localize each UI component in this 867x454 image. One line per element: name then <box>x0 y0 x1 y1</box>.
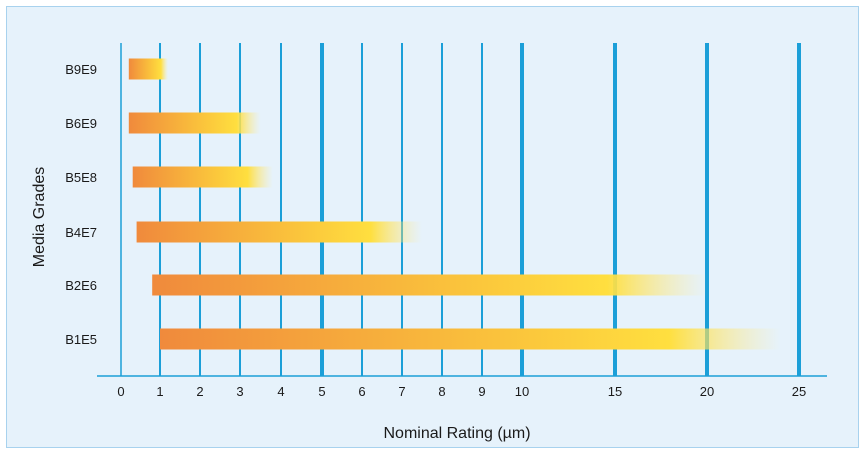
y-axis-title: Media Grades <box>31 167 48 268</box>
y-category-label-b1e5: B1E5 <box>65 332 97 347</box>
y-category-label-b5e8: B5E8 <box>65 170 97 185</box>
bar-b9e9 <box>128 58 168 80</box>
x-tick-label-9: 9 <box>478 384 485 399</box>
x-tick-label-15: 15 <box>608 384 622 399</box>
chart-frame: 0 1 2 3 4 5 6 7 8 9 10 15 20 25 B9E9 B6E9 B5E8 B4E7 B2E6 B… <box>6 6 859 448</box>
x-tick-label-1: 1 <box>156 384 163 399</box>
bar-b4e7 <box>136 221 422 243</box>
x-tick-label-5: 5 <box>318 384 325 399</box>
y-category-label-b6e9: B6E9 <box>65 116 97 131</box>
bar-b1e5 <box>160 328 781 350</box>
bar-b2e6 <box>152 274 707 296</box>
bar-b6e9 <box>128 112 261 134</box>
x-tick-label-10: 10 <box>515 384 529 399</box>
y-category-label-b4e7: B4E7 <box>65 225 97 240</box>
x-tick-label-7: 7 <box>398 384 405 399</box>
x-tick-label-0: 0 <box>117 384 124 399</box>
x-tick-label-8: 8 <box>438 384 445 399</box>
x-tick-label-6: 6 <box>358 384 365 399</box>
y-category-label-b2e6: B2E6 <box>65 278 97 293</box>
x-tick-label-4: 4 <box>277 384 284 399</box>
x-tick-label-3: 3 <box>236 384 243 399</box>
bar-b5e8 <box>132 166 273 188</box>
x-tick-label-2: 2 <box>196 384 203 399</box>
y-category-label-b9e9: B9E9 <box>65 62 97 77</box>
range-bar-chart: 0 1 2 3 4 5 6 7 8 9 10 15 20 25 B9E9 B6E9 B5E8 B4E7 B2E6 B… <box>31 43 827 442</box>
x-axis-title: Nominal Rating (µm) <box>383 425 530 442</box>
x-tick-label-25: 25 <box>792 384 806 399</box>
x-tick-label-20: 20 <box>700 384 714 399</box>
